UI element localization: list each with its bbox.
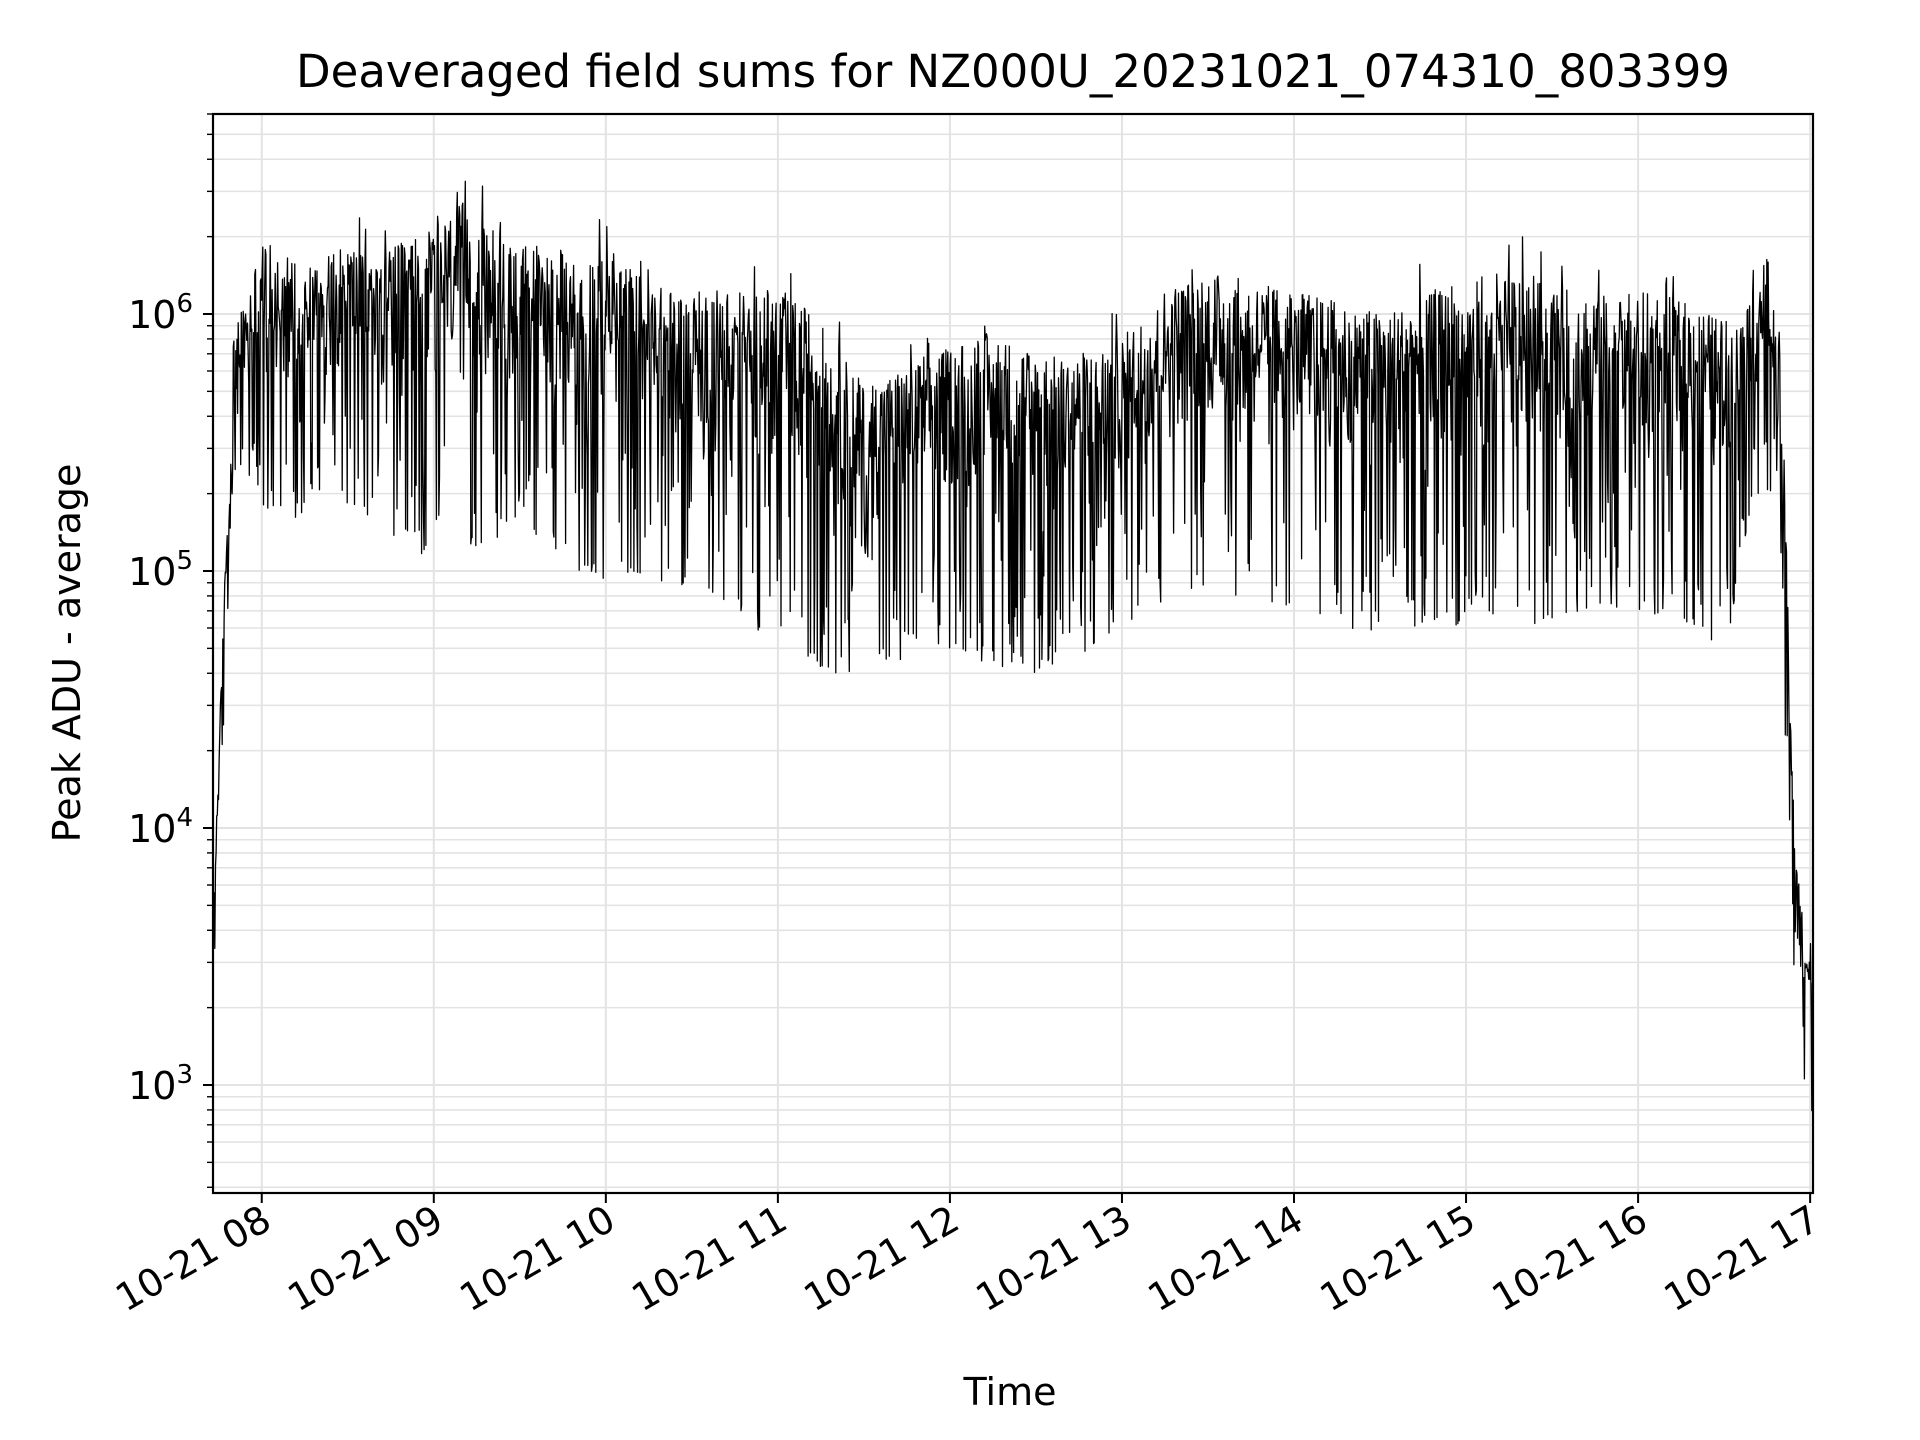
data-line [212,180,1814,1112]
y-axis-label: Peak ADU - average [45,464,89,843]
data-series [212,180,1814,1112]
y-tick-exponent: 6 [176,289,193,319]
y-tick-exponent: 4 [176,803,193,833]
y-tick-label: 105 [128,546,193,594]
plot-frame [211,112,1815,1195]
y-tick-exponent: 3 [176,1060,193,1090]
y-tick-exponent: 5 [176,546,193,576]
x-axis-label: Time [963,1370,1057,1414]
chart-title: Deaveraged field sums for NZ000U_2023102… [296,45,1730,98]
